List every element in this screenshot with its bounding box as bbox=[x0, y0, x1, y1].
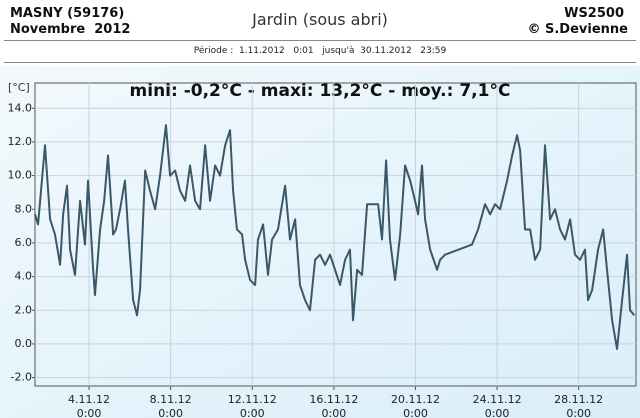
chart-title: mini: -0,2°C - maxi: 13,2°C - moy.: 7,1°… bbox=[130, 81, 511, 101]
y-tick-label: 14.0 bbox=[8, 101, 33, 114]
divider bbox=[4, 62, 636, 63]
y-axis-label: [°C] bbox=[8, 81, 30, 94]
x-tick-label: 16.11.12 0:00 bbox=[309, 393, 358, 418]
month: Novembre 2012 bbox=[10, 22, 131, 37]
y-tick-label: 10.0 bbox=[8, 169, 33, 182]
period: Période : 1.11.2012 0:01 jusqu'à 30.11.2… bbox=[193, 46, 447, 56]
plot-frame bbox=[34, 82, 637, 387]
y-tick-label: 4.0 bbox=[15, 270, 33, 283]
x-tick-label: 4.11.12 0:00 bbox=[68, 393, 110, 418]
device: WS2500 bbox=[564, 6, 624, 21]
y-tick-label: 2.0 bbox=[15, 303, 33, 316]
y-tick-label: 8.0 bbox=[15, 202, 33, 215]
x-tick-label: 24.11.12 0:00 bbox=[473, 393, 522, 418]
y-tick-label: -2.0 bbox=[11, 371, 32, 384]
y-tick-label: 12.0 bbox=[8, 135, 33, 148]
author: © S.Devienne bbox=[527, 22, 628, 37]
x-tick-label: 28.11.12 0:00 bbox=[554, 393, 603, 418]
x-tick-label: 12.11.12 0:00 bbox=[228, 393, 277, 418]
station: MASNY (59176) bbox=[10, 6, 125, 21]
x-tick-label: 8.11.12 0:00 bbox=[150, 393, 192, 418]
divider bbox=[4, 40, 636, 41]
y-tick-label: 6.0 bbox=[15, 236, 33, 249]
y-tick-label: 0.0 bbox=[15, 337, 33, 350]
x-tick-label: 20.11.12 0:00 bbox=[391, 393, 440, 418]
chart: mini: -0,2°C - maxi: 13,2°C - moy.: 7,1°… bbox=[0, 66, 640, 418]
chart-background bbox=[0, 66, 640, 418]
temperature-line bbox=[34, 124, 635, 350]
page-title: Jardin (sous abri) bbox=[252, 10, 388, 29]
